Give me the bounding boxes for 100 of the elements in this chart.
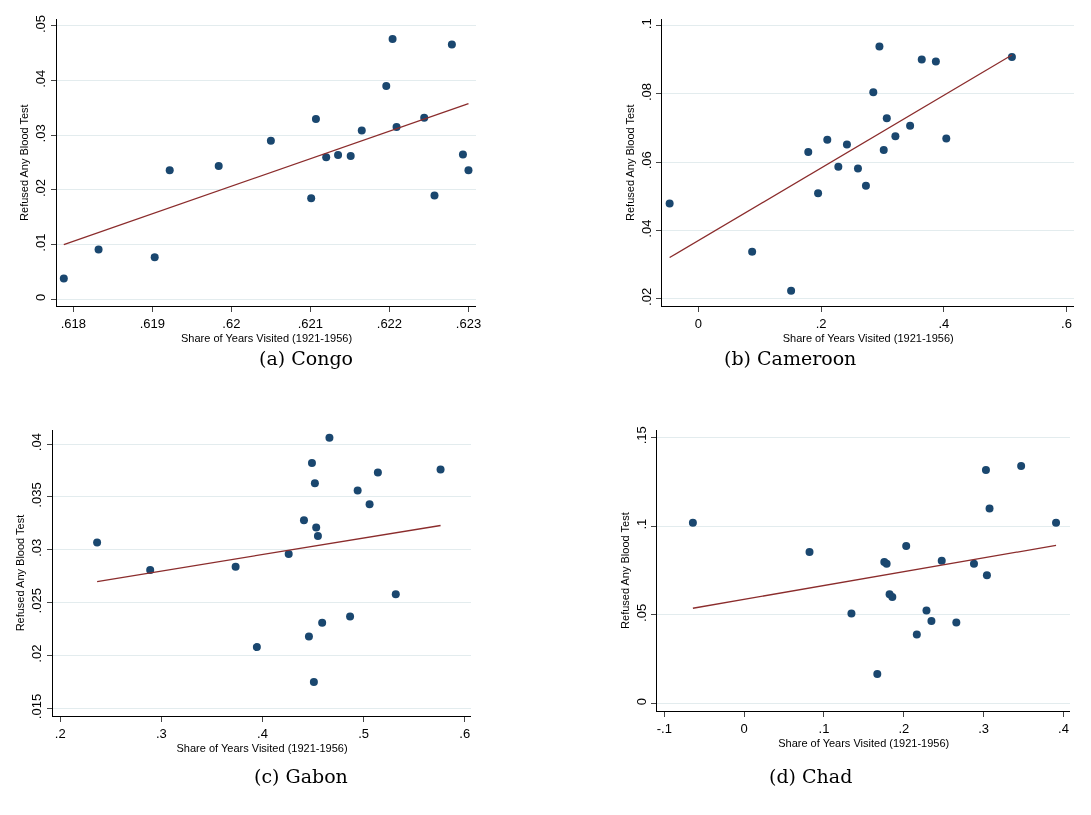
- point: [875, 42, 884, 51]
- y-tick-label: .06: [639, 151, 655, 170]
- point: [357, 126, 366, 135]
- x-tick-label: .1: [818, 720, 830, 736]
- point: [902, 542, 911, 551]
- point: [665, 199, 674, 208]
- x-axis-title: Share of Years Visited (1921-1956): [176, 741, 348, 754]
- y-tick-label: 0: [634, 698, 650, 706]
- point: [804, 148, 813, 157]
- x-tick-label: .618: [60, 316, 86, 332]
- x-tick-label: .619: [139, 316, 165, 332]
- point: [834, 162, 843, 171]
- y-axis-title: Refused Any Blood Test: [14, 514, 27, 632]
- point: [307, 459, 316, 468]
- y-tick-label: .01: [33, 233, 49, 252]
- y-tick-label: .02: [639, 287, 655, 306]
- point: [787, 286, 796, 295]
- point: [334, 150, 343, 159]
- y-tick-label: .05: [634, 603, 650, 622]
- x-tick-label: .4: [257, 725, 268, 741]
- point: [906, 121, 915, 130]
- y-tick-label: .08: [639, 83, 655, 102]
- point: [299, 516, 308, 525]
- point: [304, 632, 313, 641]
- x-tick-label: .621: [297, 316, 324, 332]
- point: [313, 532, 322, 541]
- point: [927, 617, 936, 626]
- point: [942, 134, 951, 143]
- y-axis-title: Refused Any Blood Test: [623, 104, 636, 221]
- point: [823, 135, 832, 144]
- point: [284, 550, 293, 559]
- point: [382, 82, 391, 91]
- y-axis-title: Refused Any Blood Test: [618, 512, 631, 629]
- point: [985, 504, 994, 513]
- point: [231, 562, 240, 571]
- point: [94, 245, 103, 254]
- point: [447, 40, 456, 49]
- x-axis-title: Share of Years Visited (1921-1956): [778, 736, 950, 749]
- x-tick-label: -.1: [656, 720, 672, 736]
- point: [365, 500, 374, 509]
- point: [952, 618, 961, 627]
- point: [873, 670, 882, 679]
- point: [814, 189, 823, 198]
- point: [842, 140, 851, 149]
- point: [917, 55, 926, 64]
- x-axis-title: Share of Years Visited (1921-1956): [782, 332, 954, 345]
- x-tick-label: 0: [694, 316, 703, 332]
- x-tick-label: 0: [740, 720, 748, 736]
- point: [430, 191, 439, 200]
- point: [847, 609, 856, 618]
- x-tick-label: .3: [155, 725, 167, 741]
- point: [346, 152, 355, 161]
- y-tick-label: .15: [634, 426, 650, 445]
- point: [922, 606, 931, 615]
- point: [853, 164, 862, 173]
- x-tick-label: .3: [978, 720, 990, 736]
- point: [688, 518, 697, 527]
- point: [436, 465, 445, 474]
- point: [388, 35, 397, 44]
- point: [252, 643, 261, 652]
- point: [93, 538, 102, 547]
- point: [982, 571, 991, 580]
- point: [981, 466, 990, 475]
- point: [969, 559, 978, 568]
- text: (a) Congo: [259, 347, 354, 369]
- point: [879, 145, 888, 154]
- x-axis-title: Share of Years Visited (1921-1956): [181, 332, 353, 345]
- y-tick-label: .1: [634, 518, 650, 530]
- point: [937, 556, 946, 565]
- point: [307, 194, 316, 203]
- point: [59, 274, 68, 283]
- point: [1052, 518, 1061, 527]
- y-tick-label: .015: [29, 693, 45, 720]
- y-tick-label: .035: [29, 482, 45, 508]
- y-tick-label: .05: [33, 14, 49, 34]
- x-tick-label: .623: [455, 316, 482, 332]
- point: [165, 166, 174, 175]
- y-tick-label: .03: [29, 538, 45, 557]
- x-tick-label: .2: [898, 720, 910, 736]
- text: (c) Gabon: [254, 765, 348, 787]
- x-tick-label: .62: [222, 316, 241, 332]
- x-tick-label: .4: [1058, 720, 1069, 736]
- point: [312, 523, 321, 532]
- y-axis-title: Refused Any Blood Test: [18, 104, 31, 221]
- point: [309, 678, 318, 686]
- y-tick-label: .04: [33, 69, 49, 88]
- point: [805, 547, 814, 556]
- point: [346, 612, 355, 621]
- point: [912, 630, 921, 639]
- x-tick-label: .6: [1061, 316, 1072, 332]
- y-tick-label: 0: [33, 293, 49, 301]
- point: [882, 114, 891, 123]
- x-tick-label: .2: [54, 725, 66, 741]
- y-tick-label: .03: [33, 124, 49, 143]
- point: [891, 132, 900, 141]
- x-tick-label: .5: [358, 725, 370, 741]
- x-tick-label: .2: [815, 316, 827, 332]
- text: (d) Chad: [769, 765, 853, 787]
- point: [861, 181, 870, 190]
- point: [748, 247, 757, 256]
